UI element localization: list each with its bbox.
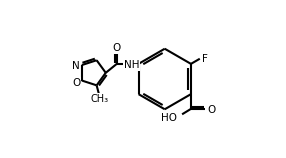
Text: O: O — [113, 43, 121, 53]
Text: HO: HO — [161, 113, 177, 123]
Text: N: N — [72, 61, 80, 71]
Text: NH: NH — [124, 60, 139, 70]
Text: CH₃: CH₃ — [90, 94, 108, 104]
Text: F: F — [202, 54, 208, 64]
Text: O: O — [72, 78, 80, 88]
Text: O: O — [208, 105, 216, 115]
